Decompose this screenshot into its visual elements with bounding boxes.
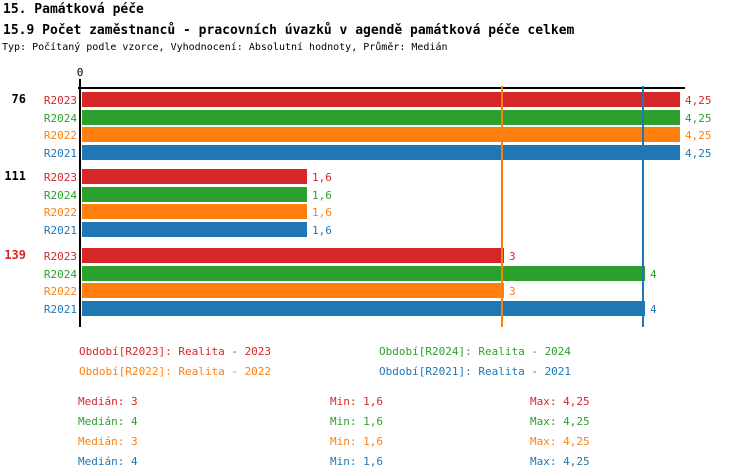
bar-R2024	[82, 110, 680, 125]
axis-vertical-line	[79, 88, 81, 327]
bar-value-label: 4	[650, 303, 657, 316]
bar-row-label: R2021	[43, 147, 77, 160]
bar-value-label: 4,25	[685, 129, 712, 142]
bar-value-label: 3	[509, 250, 516, 263]
group-label: 111	[4, 169, 26, 183]
bar-row-label: R2024	[43, 268, 77, 281]
chart-title: 15.9 Počet zaměstnanců - pracovních úvaz…	[3, 23, 575, 38]
bar-value-label: 4,25	[685, 147, 712, 160]
legend-item: Období[R2024]: Realita - 2024	[379, 345, 572, 358]
bar-value-label: 1,6	[312, 171, 332, 184]
bar-row-label: R2022	[43, 206, 77, 219]
stat-max: Max: 4,25	[530, 435, 590, 448]
bar-row-label: R2023	[43, 94, 77, 107]
bar-R2022	[82, 204, 307, 219]
axis-zero-tick	[79, 79, 81, 92]
bar-value-label: 3	[509, 285, 516, 298]
bar-R2022	[82, 127, 680, 142]
legend-item: Období[R2021]: Realita - 2021	[379, 365, 572, 378]
bar-row-label: R2023	[43, 250, 77, 263]
median-line	[501, 86, 503, 327]
bar-row-label: R2024	[43, 189, 77, 202]
bar-R2023	[82, 92, 680, 107]
bar-value-label: 4,25	[685, 112, 712, 125]
bar-row-label: R2021	[43, 224, 77, 237]
stat-min: Min: 1,6	[330, 415, 383, 428]
stat-median: Medián: 3	[78, 395, 138, 408]
stat-max: Max: 4,25	[530, 455, 590, 468]
stat-median: Medián: 4	[78, 455, 138, 468]
bar-R2021	[82, 301, 645, 316]
stat-max: Max: 4,25	[530, 415, 590, 428]
stat-min: Min: 1,6	[330, 455, 383, 468]
bar-value-label: 1,6	[312, 206, 332, 219]
group-label: 76	[11, 92, 26, 106]
axis-zero-label: 0	[76, 66, 84, 79]
bar-R2021	[82, 222, 307, 237]
bar-R2021	[82, 145, 680, 160]
legend-item: Období[R2022]: Realita - 2022	[79, 365, 272, 378]
report-section-title: 15. Památková péče	[3, 2, 144, 17]
bar-R2022	[82, 283, 504, 298]
stat-median: Medián: 3	[78, 435, 138, 448]
bar-R2023	[82, 248, 504, 263]
chart-subtitle: Typ: Počítaný podle vzorce, Vyhodnocení:…	[2, 42, 448, 53]
stat-min: Min: 1,6	[330, 435, 383, 448]
stat-median: Medián: 4	[78, 415, 138, 428]
bar-R2024	[82, 187, 307, 202]
bar-value-label: 4,25	[685, 94, 712, 107]
bar-row-label: R2021	[43, 303, 77, 316]
bar-row-label: R2023	[43, 171, 77, 184]
stat-min: Min: 1,6	[330, 395, 383, 408]
bar-row-label: R2022	[43, 285, 77, 298]
bar-value-label: 1,6	[312, 224, 332, 237]
axis-top-line	[78, 87, 685, 89]
bar-value-label: 4	[650, 268, 657, 281]
group-label: 139	[4, 248, 26, 262]
bar-row-label: R2022	[43, 129, 77, 142]
bar-R2023	[82, 169, 307, 184]
legend-item: Období[R2023]: Realita - 2023	[79, 345, 272, 358]
stat-max: Max: 4,25	[530, 395, 590, 408]
bar-value-label: 1,6	[312, 189, 332, 202]
bar-row-label: R2024	[43, 112, 77, 125]
median-line	[642, 86, 644, 327]
bar-R2024	[82, 266, 645, 281]
